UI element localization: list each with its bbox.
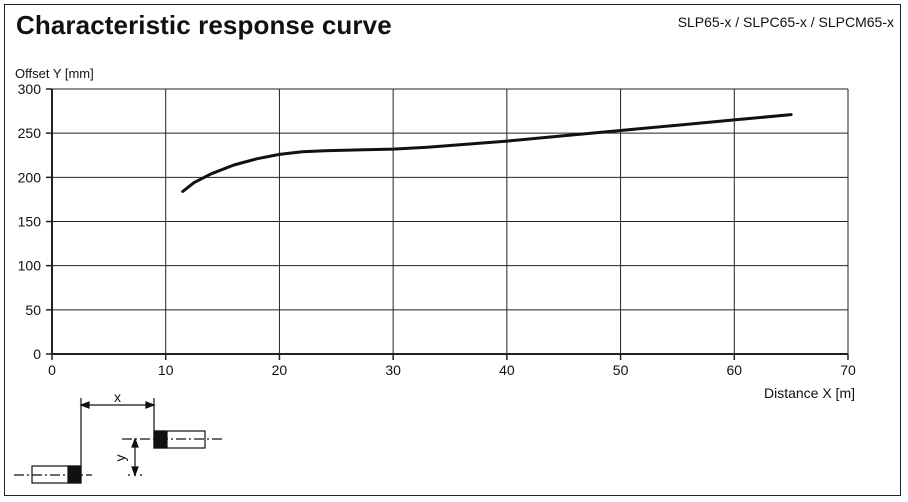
y-dimension-label: y [112, 455, 128, 462]
x-tick-label: 30 [385, 362, 401, 378]
x-tick-label: 70 [840, 362, 856, 378]
y-tick-label: 50 [25, 302, 41, 318]
x-axis-label: Distance X [m] [764, 385, 855, 401]
x-tick-label: 10 [158, 362, 174, 378]
response-curve-line [181, 113, 793, 193]
page-title: Characteristic response curve [16, 10, 392, 40]
x-dimension-arrows [79, 401, 156, 409]
figure-frame [4, 4, 901, 496]
y-tick-label: 250 [18, 125, 42, 141]
y-dimension-arrows [131, 437, 139, 477]
chart-grid [51, 88, 849, 355]
y-tick-label: 200 [18, 169, 42, 185]
y-tick-label: 300 [18, 81, 42, 97]
x-tick-label: 40 [499, 362, 515, 378]
x-tick-label: 50 [613, 362, 629, 378]
mounting-diagram [14, 398, 222, 484]
chart-ticks: 0 10 20 30 40 50 60 70 0 50 100 150 200 250 300 [18, 81, 856, 378]
y-tick-label: 0 [33, 346, 41, 362]
x-tick-label: 60 [726, 362, 742, 378]
model-list: SLP65-x / SLPC65-x / SLPCM65-x [677, 14, 894, 30]
y-axis-label: Offset Y [mm] [15, 66, 94, 81]
y-tick-label: 100 [18, 258, 42, 274]
x-tick-label: 20 [272, 362, 288, 378]
x-dimension-label: x [114, 389, 121, 405]
x-tick-label: 0 [48, 362, 56, 378]
y-tick-label: 150 [18, 214, 42, 230]
